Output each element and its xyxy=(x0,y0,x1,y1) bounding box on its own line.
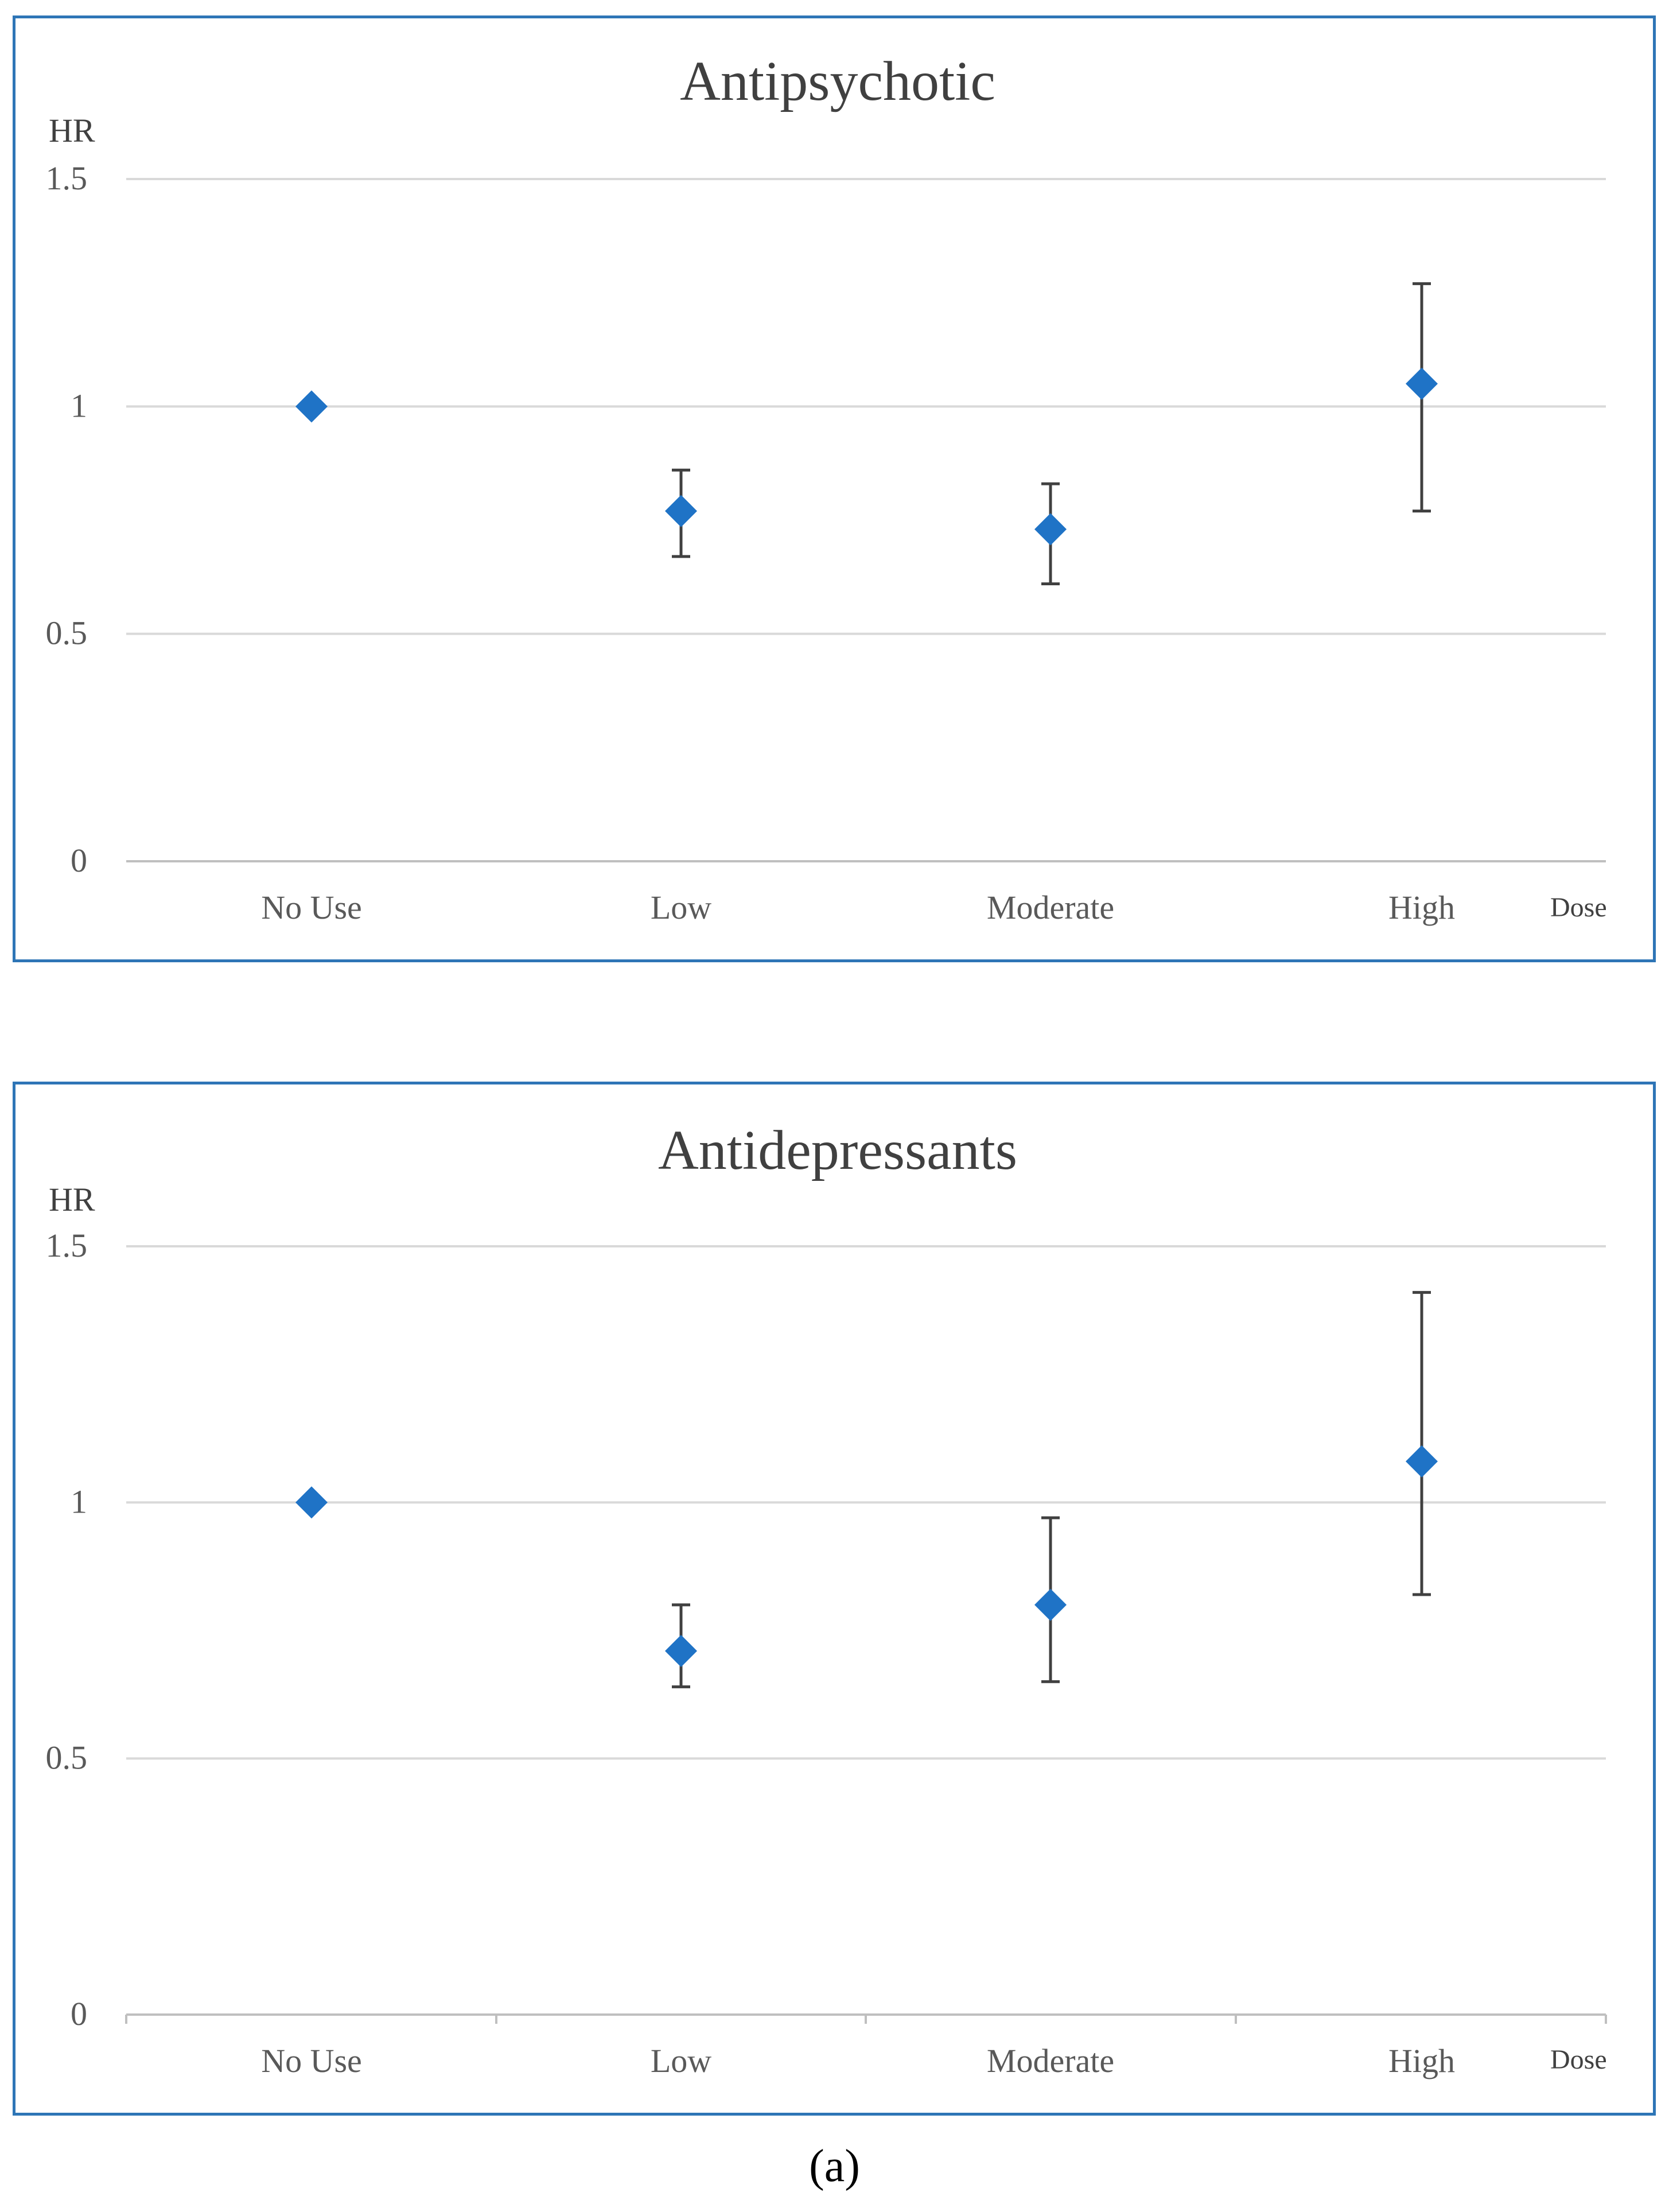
x-tick-label: High xyxy=(1388,889,1455,926)
x-tick-label: No Use xyxy=(261,2042,362,2079)
data-point-marker xyxy=(1034,513,1067,546)
y-axis-label: HR xyxy=(49,112,95,149)
x-tick-label: Low xyxy=(651,889,711,926)
data-point-marker xyxy=(295,1486,328,1519)
data-point-marker xyxy=(295,390,328,423)
y-tick-label: 0.5 xyxy=(46,615,88,652)
y-tick-label: 0 xyxy=(71,1995,87,2032)
antidepressants-chart-panel: Antidepressants HR Dose 0 0.5 1 1.5 No Use Lo… xyxy=(13,1082,1656,2116)
x-tick-label: High xyxy=(1388,2042,1455,2079)
x-tick-label: Moderate xyxy=(987,889,1114,926)
y-tick-label: 1.5 xyxy=(46,160,88,197)
x-tick-label: Moderate xyxy=(987,2042,1114,2079)
x-axis-label: Dose xyxy=(1550,2044,1607,2075)
y-tick-label: 1 xyxy=(71,1483,87,1520)
antipsychotic-chart: Antipsychotic HR Dose 0 0.5 1 1.5 No Use Low M… xyxy=(46,50,1607,926)
y-tick-label: 0 xyxy=(71,842,87,879)
chart-title: Antidepressants xyxy=(658,1119,1017,1181)
antidepressants-chart: Antidepressants HR Dose 0 0.5 1 1.5 No Use Lo… xyxy=(46,1119,1607,2079)
x-axis-label: Dose xyxy=(1550,892,1607,923)
figure-caption: (a) xyxy=(809,2141,860,2191)
y-axis-label: HR xyxy=(49,1181,95,1218)
data-point-marker xyxy=(665,495,697,527)
x-tick-label: No Use xyxy=(261,889,362,926)
data-point-marker xyxy=(1034,1588,1067,1621)
x-tick-label: Low xyxy=(651,2042,711,2079)
chart-title: Antipsychotic xyxy=(680,50,995,112)
y-tick-label: 0.5 xyxy=(46,1739,88,1776)
y-tick-label: 1.5 xyxy=(46,1227,88,1264)
data-point-marker xyxy=(1406,1445,1438,1478)
data-point-marker xyxy=(1406,367,1438,400)
antipsychotic-chart-panel: Antipsychotic HR Dose 0 0.5 1 1.5 No Use Low M… xyxy=(13,15,1656,962)
y-tick-label: 1 xyxy=(71,387,87,424)
data-point-marker xyxy=(665,1635,697,1667)
